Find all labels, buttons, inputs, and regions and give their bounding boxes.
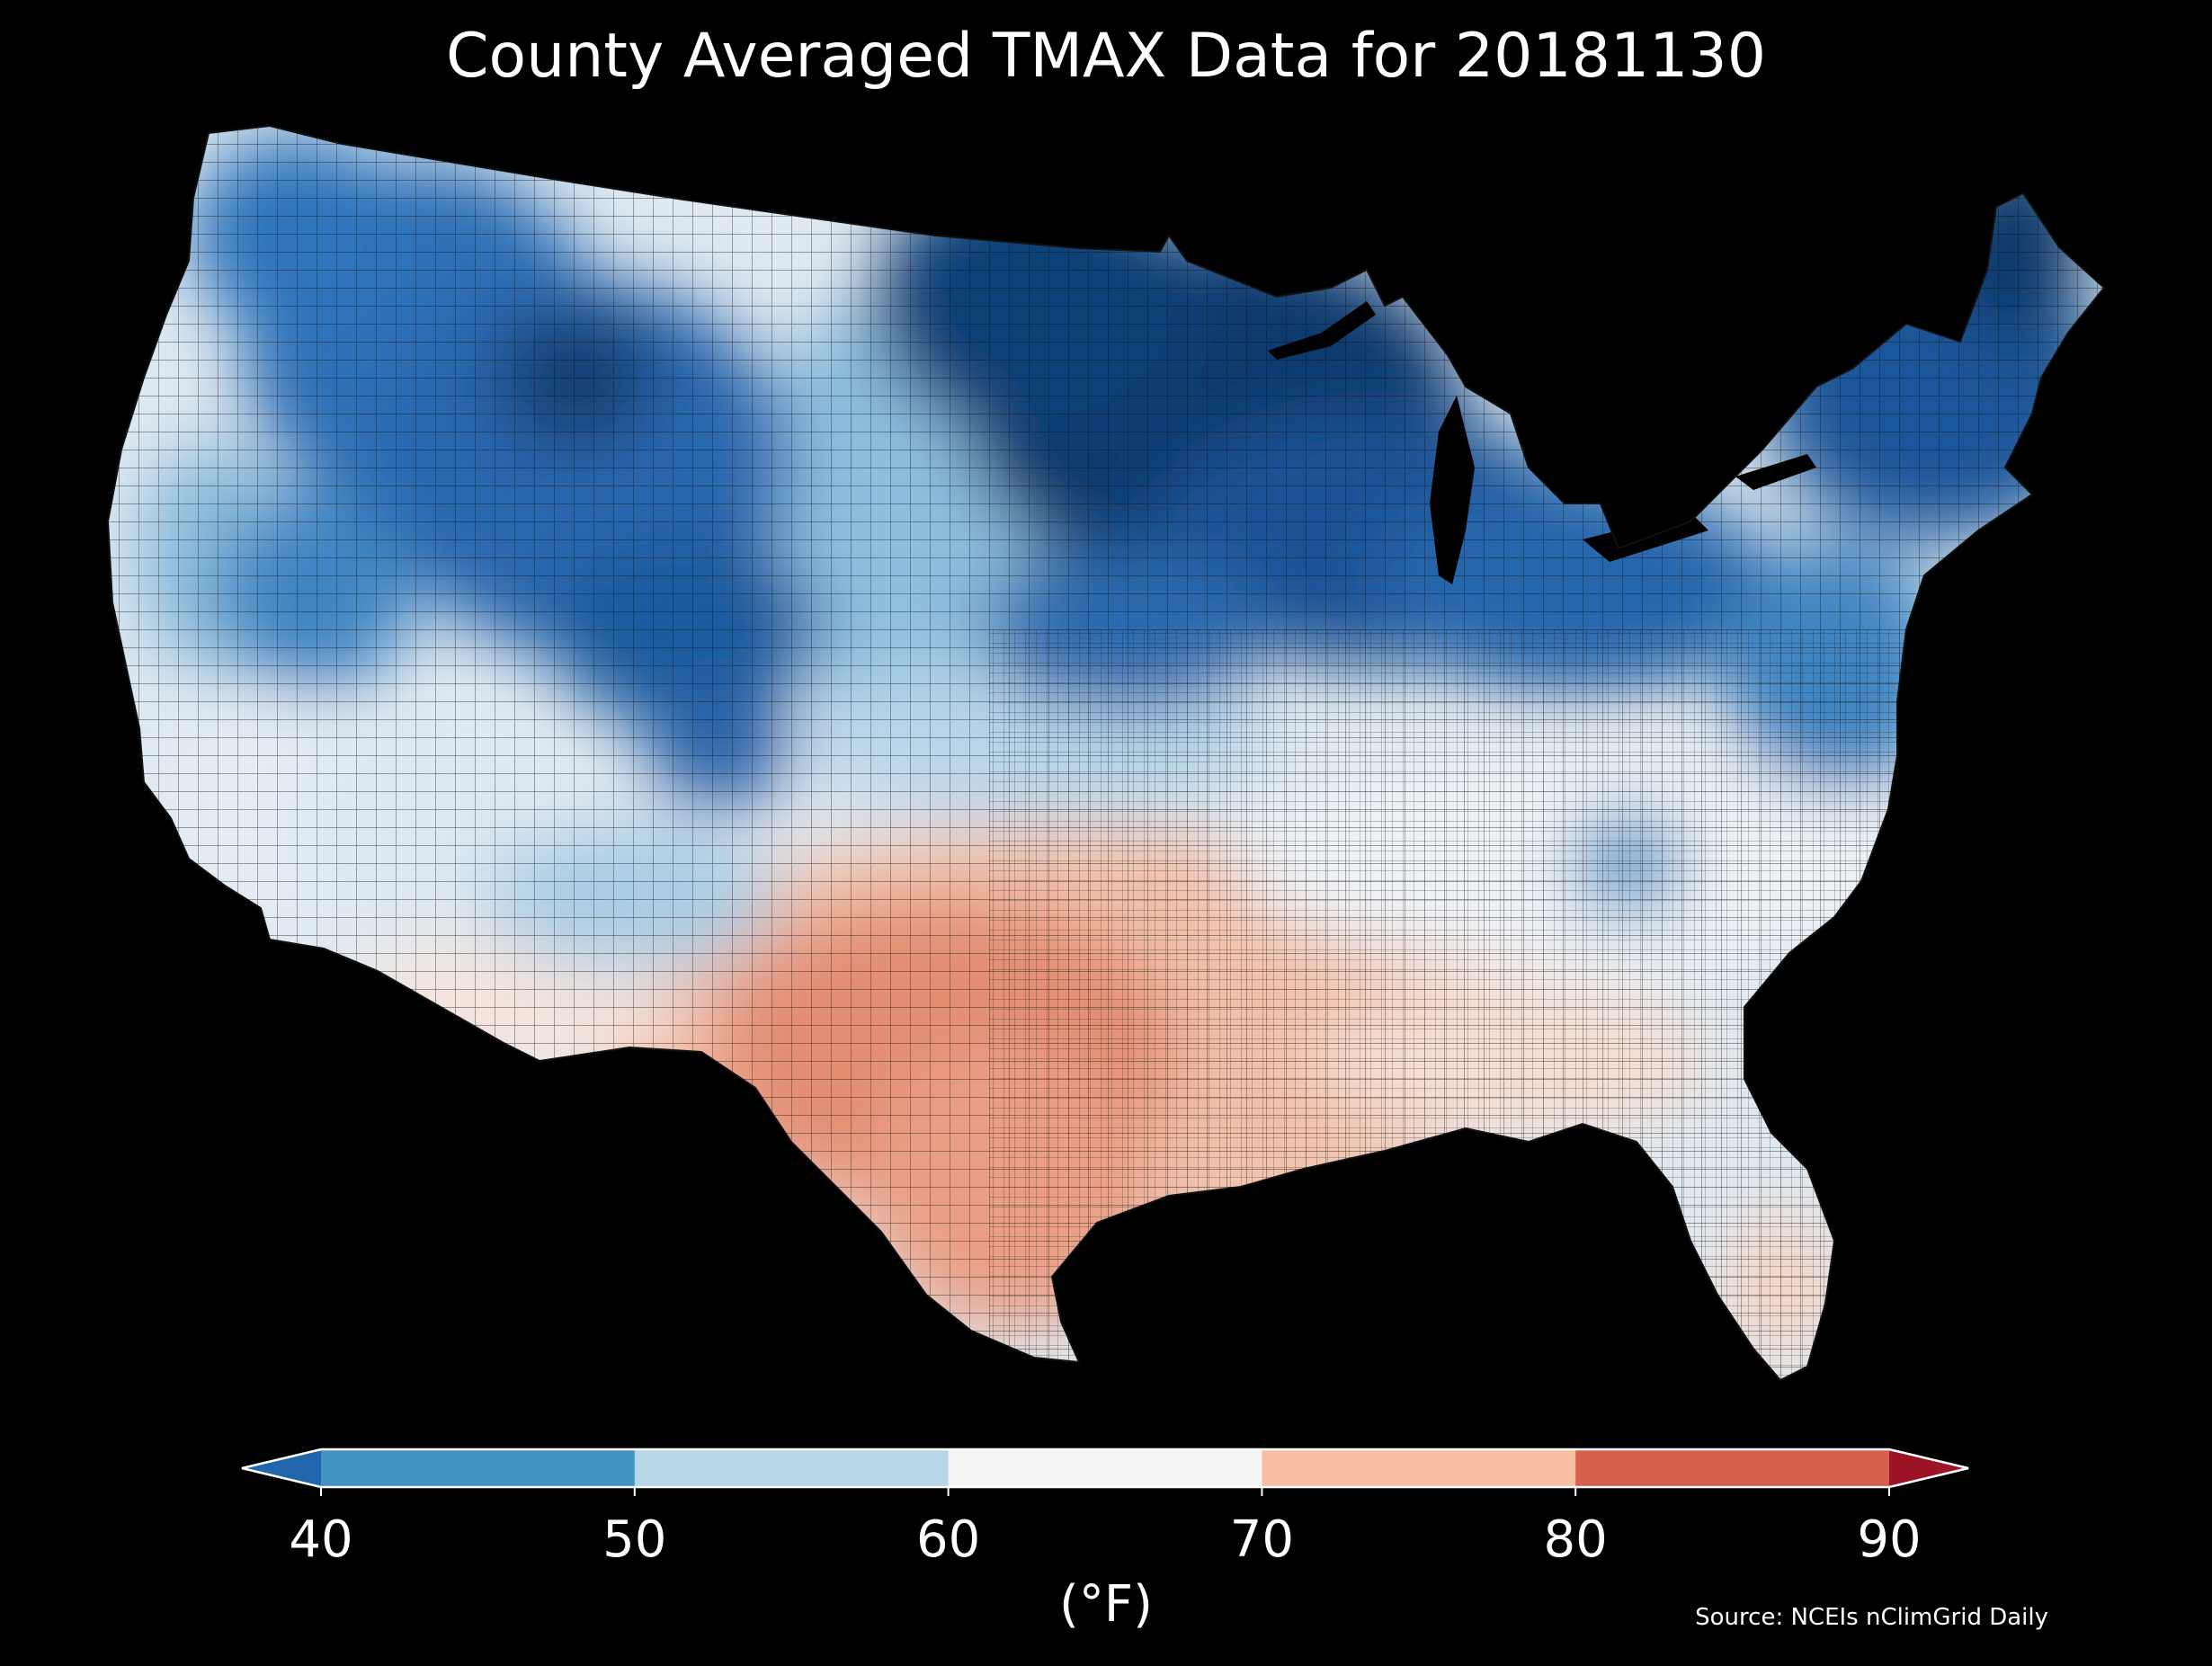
colorbar-bin <box>634 1449 950 1487</box>
colorbar-tick-label: 60 <box>915 1510 981 1569</box>
colorbar-extend-high <box>1889 1449 1968 1487</box>
source-note: Source: NCEIs nClimGrid Daily <box>1695 1604 2048 1631</box>
colorbar-extend-low <box>242 1449 321 1487</box>
colorbar-tick-label: 70 <box>1229 1510 1295 1569</box>
colorbar-bin <box>948 1449 1262 1487</box>
colorbar-tick-label: 40 <box>289 1510 353 1569</box>
colorbar-tick-label: 90 <box>1857 1510 1922 1569</box>
colorbar-unit-label: (°F) <box>1059 1575 1153 1634</box>
us-outline <box>106 124 2106 1382</box>
colorbar-tick-label: 80 <box>1543 1510 1608 1569</box>
colorbar-tick-label: 50 <box>602 1510 667 1569</box>
map-title: County Averaged TMAX Data for 20181130 <box>446 21 1766 92</box>
colorbar-bin <box>1262 1449 1576 1487</box>
great-lakes <box>1268 301 1816 584</box>
colorbar-bin <box>1575 1449 1890 1487</box>
colorbar-bin <box>321 1449 636 1487</box>
